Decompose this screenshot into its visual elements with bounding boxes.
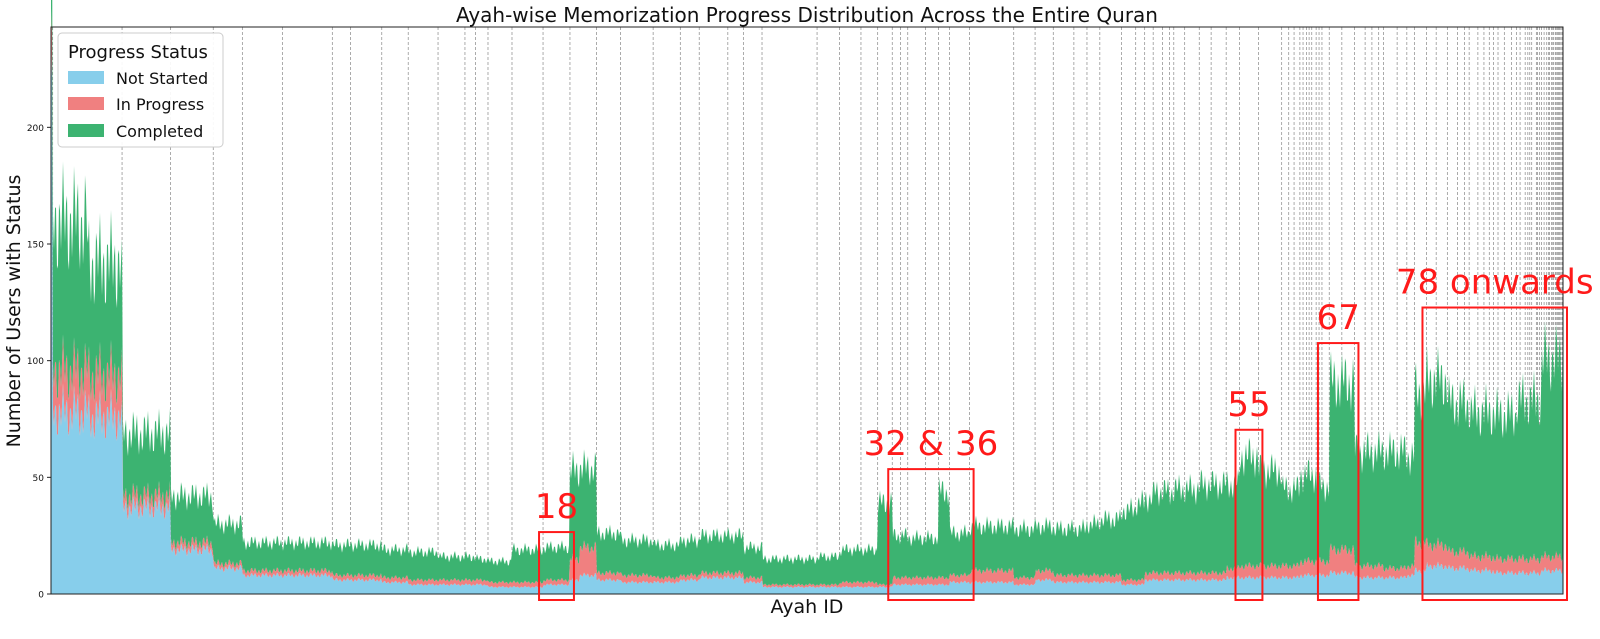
legend-swatch-not-started <box>68 71 104 84</box>
annotation-boxes: 18 32 & 36 55 67 78 onwards <box>535 263 1594 601</box>
y-axis-ticks: 0 50 100 150 200 <box>27 124 51 601</box>
y-tick-label: 50 <box>33 474 45 484</box>
legend: Progress Status Not Started In Progress … <box>57 32 224 148</box>
y-axis-label: Number of Users with Status <box>3 175 25 448</box>
legend-swatch-completed <box>68 124 104 137</box>
chart-title: Ayah-wise Memorization Progress Distribu… <box>456 3 1158 27</box>
legend-label-not-started: Not Started <box>116 69 208 88</box>
legend-label-completed: Completed <box>116 122 203 141</box>
annotation-label: 18 <box>535 487 578 527</box>
legend-title: Progress Status <box>68 42 208 63</box>
annotation-box <box>1421 306 1568 601</box>
legend-label-in-progress: In Progress <box>116 95 204 114</box>
plot-frame <box>50 26 1564 595</box>
legend-frame <box>57 32 224 148</box>
y-tick-label: 0 <box>38 591 44 601</box>
annotation-label: 32 & 36 <box>864 424 999 464</box>
annotation-label: 55 <box>1227 385 1270 425</box>
annotation-box <box>887 468 975 601</box>
annotation-box <box>538 531 575 601</box>
x-axis-label: Ayah ID <box>771 596 844 618</box>
area-completed <box>51 0 1563 587</box>
annotation-label: 78 onwards <box>1396 263 1594 303</box>
annotation-label: 67 <box>1317 298 1360 338</box>
annotation-box <box>1234 428 1264 601</box>
stacked-areas <box>51 0 1563 594</box>
y-tick-label: 200 <box>27 124 44 134</box>
legend-swatch-in-progress <box>68 97 104 110</box>
y-tick-label: 100 <box>27 357 44 367</box>
annotation-box <box>1316 342 1360 601</box>
y-tick-label: 150 <box>27 241 44 251</box>
